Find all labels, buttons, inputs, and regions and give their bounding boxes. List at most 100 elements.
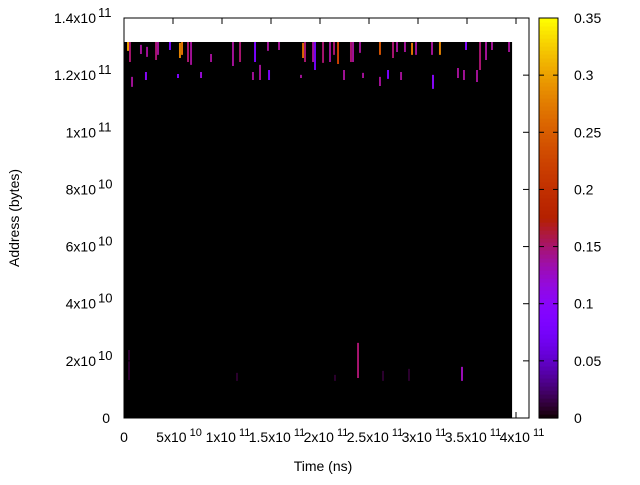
colorbar-segment bbox=[539, 54, 558, 59]
colorbar-segment bbox=[539, 38, 558, 43]
colorbar-segment bbox=[539, 222, 558, 227]
colorbar-segment bbox=[539, 210, 558, 215]
colorbar-segment bbox=[539, 278, 558, 283]
y-tick-label: 1.2x10 11 bbox=[54, 62, 112, 83]
heatmap-cell bbox=[403, 42, 406, 52]
colorbar-segment bbox=[539, 262, 558, 267]
colorbar-segment bbox=[539, 58, 558, 63]
colorbar-segment bbox=[539, 70, 558, 75]
heatmap-cell bbox=[146, 46, 149, 57]
colorbar-segment bbox=[539, 274, 558, 279]
colorbar-tick-label: 0.05 bbox=[574, 353, 601, 369]
x-tick-label: 2x10 11 bbox=[304, 427, 349, 445]
colorbar-segment bbox=[539, 414, 558, 419]
heatmap-cell bbox=[357, 342, 360, 378]
heatmap-cell bbox=[387, 70, 389, 79]
x-tick-label: 3.5x10 11 bbox=[445, 427, 502, 445]
heatmap-cell bbox=[485, 42, 487, 60]
x-tick-label: 0 bbox=[120, 429, 128, 445]
colorbar-segment bbox=[539, 398, 558, 403]
heatmap-cell bbox=[157, 42, 159, 55]
heatmap-cell bbox=[362, 72, 365, 78]
heatmap-cell bbox=[128, 42, 131, 62]
colorbar-segment bbox=[539, 46, 558, 51]
colorbar-segment bbox=[539, 282, 558, 287]
heatmap-cell bbox=[378, 76, 381, 86]
colorbar-segment bbox=[539, 18, 558, 23]
colorbar-segment bbox=[539, 234, 558, 239]
heatmap-cell bbox=[343, 70, 345, 80]
plot-area bbox=[123, 17, 530, 419]
colorbar-segment bbox=[539, 254, 558, 259]
heatmap-cell bbox=[479, 42, 482, 70]
y-tick-label: 8x10 10 bbox=[66, 176, 113, 197]
heatmap-cell bbox=[508, 42, 511, 52]
colorbar-tick-label: 0.2 bbox=[574, 181, 594, 197]
colorbar-segment bbox=[539, 246, 558, 251]
colorbar-segment bbox=[539, 118, 558, 123]
colorbar-segment bbox=[539, 62, 558, 67]
colorbar-segment bbox=[539, 198, 558, 203]
colorbar-segment bbox=[539, 370, 558, 375]
colorbar-segment bbox=[539, 390, 558, 395]
colorbar-segment bbox=[539, 258, 558, 263]
heatmap-cell bbox=[314, 42, 316, 70]
heatmap-cell bbox=[462, 70, 465, 80]
heatmap-cell bbox=[139, 44, 142, 54]
colorbar-segment bbox=[539, 286, 558, 291]
colorbar-segment bbox=[539, 250, 558, 255]
x-tick-label: 4x10 11 bbox=[500, 427, 545, 445]
colorbar-segment bbox=[539, 294, 558, 299]
colorbar-segment bbox=[539, 394, 558, 399]
heatmap-cell bbox=[254, 42, 257, 62]
heatmap-cell bbox=[359, 42, 361, 53]
colorbar-segment bbox=[539, 362, 558, 367]
colorbar-segment bbox=[539, 182, 558, 187]
heatmap-cell bbox=[181, 42, 183, 55]
heatmap-cell bbox=[190, 42, 193, 65]
x-axis-label: Time (ns) bbox=[294, 458, 353, 474]
heatmap-cell bbox=[259, 64, 262, 80]
colorbar-tick-label: 0.25 bbox=[574, 124, 601, 140]
colorbar-segment bbox=[539, 346, 558, 351]
colorbar-segment bbox=[539, 90, 558, 95]
colorbar-segment bbox=[539, 306, 558, 311]
heatmap-cell bbox=[251, 72, 254, 80]
colorbar-segment bbox=[539, 186, 558, 191]
heatmap-cell bbox=[178, 42, 181, 58]
heatmap-cell bbox=[415, 42, 418, 55]
colorbar: 0 0.05 0.1 0.15 0.2 0.25 0.3 0.35 bbox=[538, 10, 601, 426]
x-tick-label: 2.5x10 11 bbox=[347, 427, 404, 445]
colorbar-segment bbox=[539, 50, 558, 55]
colorbar-segment bbox=[539, 22, 558, 27]
heatmap-cell bbox=[302, 42, 305, 58]
colorbar-segment bbox=[539, 342, 558, 347]
colorbar-segment bbox=[539, 386, 558, 391]
colorbar-segment bbox=[539, 134, 558, 139]
colorbar-segment bbox=[539, 190, 558, 195]
colorbar-segment bbox=[539, 298, 558, 303]
heatmap-cell bbox=[300, 74, 302, 78]
heatmap-cell bbox=[408, 368, 410, 381]
colorbar-segment bbox=[539, 350, 558, 355]
colorbar-segment bbox=[539, 358, 558, 363]
colorbar-segment bbox=[539, 30, 558, 35]
heatmap-cell bbox=[266, 42, 269, 51]
colorbar-segment bbox=[539, 194, 558, 199]
heatmap-cell bbox=[236, 372, 238, 381]
heatmap-cell bbox=[329, 42, 331, 62]
y-tick-label: 1.4x10 11 bbox=[54, 5, 112, 26]
heatmap-cell bbox=[431, 42, 433, 55]
colorbar-segment bbox=[539, 314, 558, 319]
colorbar-segment bbox=[539, 266, 558, 271]
x-tick-label: 3x10 11 bbox=[402, 427, 447, 445]
y-tick-label: 0 bbox=[102, 410, 110, 426]
heatmap-cell bbox=[239, 42, 242, 62]
colorbar-segment bbox=[539, 78, 558, 83]
heatmap-cell bbox=[400, 72, 403, 80]
colorbar-segment bbox=[539, 310, 558, 315]
heatmap-cell bbox=[268, 70, 271, 80]
colorbar-segment bbox=[539, 166, 558, 171]
colorbar-tick-label: 0.35 bbox=[574, 10, 601, 26]
colorbar-segment bbox=[539, 206, 558, 211]
